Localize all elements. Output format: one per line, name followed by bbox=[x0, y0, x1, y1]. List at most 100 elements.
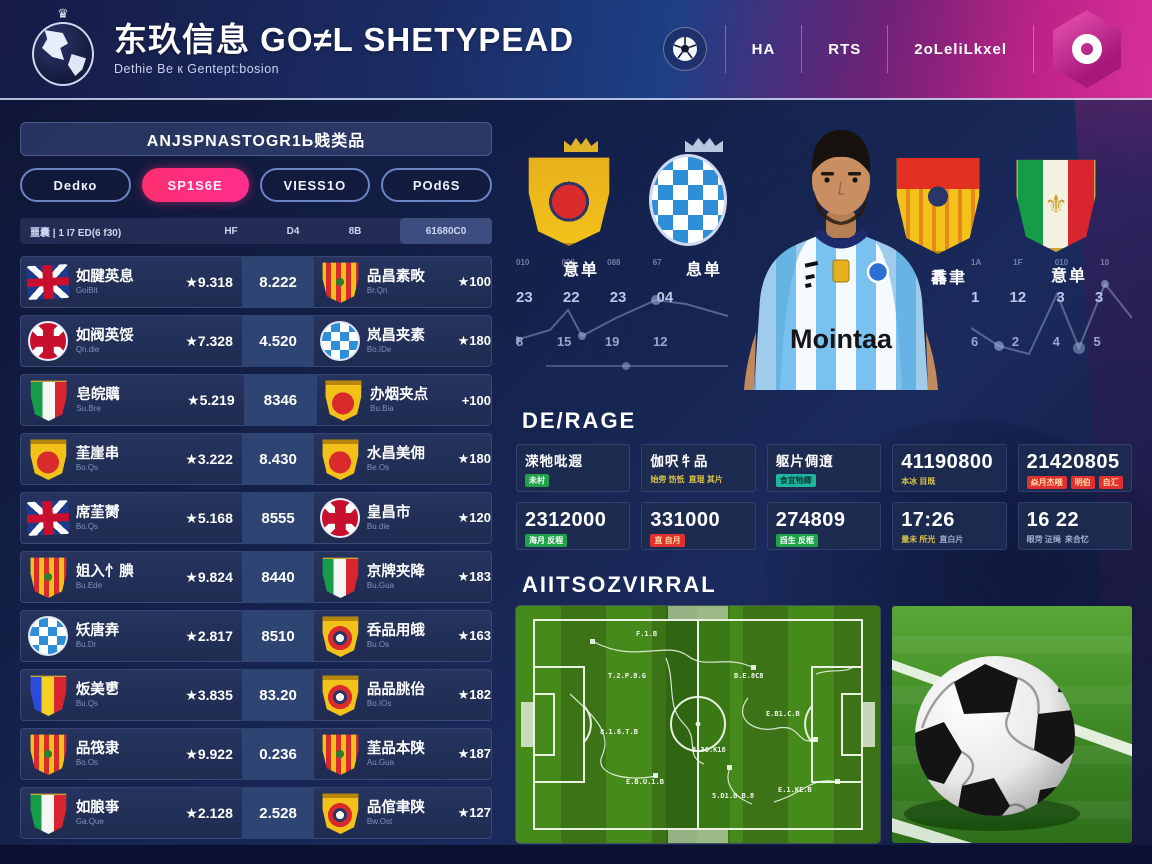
odds-secondary[interactable]: 8346 bbox=[244, 374, 317, 426]
soccer-ball-image bbox=[892, 606, 1132, 843]
odds-primary[interactable]: ★9.922 bbox=[185, 745, 233, 762]
stat-value: 2312000 bbox=[525, 509, 607, 531]
nav-item-1[interactable]: HA bbox=[726, 25, 803, 73]
away-team-sub: Bu.Bia bbox=[370, 403, 394, 413]
crown-shield-icon bbox=[325, 380, 362, 421]
stat-sub: 本冰 目既 bbox=[901, 477, 936, 486]
odds-secondary[interactable]: 8510 bbox=[242, 610, 314, 662]
crest-shield-icon: ⚜ bbox=[1016, 159, 1096, 252]
row-value[interactable]: ★180 bbox=[457, 333, 491, 348]
row-value[interactable]: ★163 bbox=[457, 628, 491, 643]
odds-primary[interactable]: ★3.222 bbox=[185, 450, 233, 467]
home-team-name: 姐入忄腆 bbox=[75, 564, 134, 581]
odds-secondary[interactable]: 8.222 bbox=[242, 256, 314, 308]
table-row-3[interactable]: 皂皖贎 Su.Bre ★5.219 8346 办烟夹点 Bu.Bia +100 bbox=[20, 374, 492, 426]
table-row-2[interactable]: 如阀英馁 Qn.die ★7.328 4.520 岚昌夹素 Bo.IDe ★18… bbox=[20, 315, 492, 367]
odds-primary[interactable]: ★7.328 bbox=[185, 332, 233, 349]
status-badge: 海月 反程 bbox=[525, 534, 568, 547]
row-value[interactable]: ★120 bbox=[457, 510, 491, 525]
odds-primary[interactable]: ★2.128 bbox=[185, 804, 233, 821]
uk-round-icon bbox=[28, 321, 69, 361]
table-row-6[interactable]: 姐入忄腆 Bu.Ede ★9.824 8440 京牌夹降 Bu.Gua ★183 bbox=[20, 551, 492, 603]
odds-secondary[interactable]: 4.520 bbox=[242, 315, 314, 367]
away-team-name: 品昌素畋 bbox=[366, 269, 425, 286]
stat-value: 21420805 bbox=[1026, 451, 1120, 473]
crest-card-1[interactable]: 意单 bbox=[526, 136, 636, 280]
table-row-7[interactable]: 矨唐弆 Bu.Dr ★2.817 8510 呑品用皒 Bu.Os ★163 bbox=[20, 610, 492, 662]
odds-primary[interactable]: ★2.817 bbox=[185, 627, 233, 644]
table-row-5[interactable]: 席茥膥 Bo.Qs ★5.168 8555 皇昌市 Bu.die ★120 bbox=[20, 492, 492, 544]
stat-sub: 量未 所光 bbox=[901, 535, 936, 544]
row-value[interactable]: ★100 bbox=[457, 274, 491, 289]
odds-secondary[interactable]: 8.430 bbox=[242, 433, 314, 485]
away-team-name: 品品朓佁 bbox=[366, 682, 425, 699]
tab-1[interactable]: Dedко bbox=[20, 168, 131, 202]
odds-primary[interactable]: ★3.835 bbox=[185, 686, 233, 703]
status-badge: 明伯 bbox=[1070, 476, 1095, 489]
stat-sub: 来合忆 bbox=[1064, 535, 1089, 544]
table-row-9[interactable]: 品筏隶 Bo.Os ★9.922 0.236 茥品本陕 Au.Gua ★187 bbox=[20, 728, 492, 780]
stat-sub: 直白片 bbox=[939, 535, 964, 544]
away-team-sub: Bu.Os bbox=[366, 639, 390, 649]
row-value[interactable]: ★187 bbox=[457, 746, 491, 761]
odds-secondary[interactable]: 2.528 bbox=[242, 787, 314, 839]
odds-primary[interactable]: ★5.168 bbox=[185, 509, 233, 526]
footer-bar bbox=[0, 845, 1152, 864]
away-team-name: 茥品本陕 bbox=[366, 741, 425, 758]
odds-secondary[interactable]: 8440 bbox=[242, 551, 314, 603]
crest-card-3[interactable]: 馫聿 bbox=[894, 136, 1004, 288]
odds-secondary[interactable]: 0.236 bbox=[242, 728, 314, 780]
table-header-right-value[interactable]: 61680C0 bbox=[400, 218, 492, 244]
table-row-8[interactable]: 炍美乶 Bu.Qs ★3.835 83.20 品品朓佁 Bo.IOs ★182 bbox=[20, 669, 492, 721]
pass-label: 8.1.6.T.B bbox=[600, 728, 638, 736]
home-team-sub: Bu.Ede bbox=[75, 580, 103, 590]
stat-value: 274809 bbox=[775, 509, 846, 531]
crest-label: 馫聿 bbox=[930, 270, 967, 287]
soccer-ball-button[interactable] bbox=[662, 27, 707, 71]
tab-3[interactable]: VIESS1O bbox=[259, 168, 371, 202]
odds-secondary[interactable]: 8555 bbox=[242, 492, 314, 544]
odds-primary[interactable]: ★5.219 bbox=[187, 391, 235, 408]
crown-circle-shield-icon bbox=[322, 616, 359, 657]
crest-shield-icon bbox=[528, 157, 610, 246]
stat-title: 伽呎牜品 bbox=[650, 454, 709, 469]
crest-check-icon bbox=[649, 154, 727, 246]
nav-item-2[interactable]: RTS bbox=[802, 25, 889, 73]
pass-label: 5.D1.B.B.8 bbox=[712, 792, 754, 800]
nav-item-3[interactable]: 2oLeliLkxel bbox=[914, 40, 1007, 58]
stat-sub: 直琨 其片 bbox=[688, 475, 723, 484]
crown-circle-shield-icon bbox=[322, 793, 359, 834]
row-value[interactable]: +100 bbox=[461, 392, 491, 408]
tab-2-active[interactable]: SP1S6E bbox=[141, 168, 249, 202]
tab-4[interactable]: POd6S bbox=[381, 168, 492, 202]
stat-title: 躯片倜逳 bbox=[775, 454, 834, 469]
hexagon-brand-button[interactable] bbox=[1052, 10, 1122, 88]
home-team-name: 品筏隶 bbox=[75, 741, 120, 758]
italy-shield-icon bbox=[30, 793, 67, 834]
crest-card-2[interactable]: 息单 bbox=[649, 136, 759, 280]
stat-box: 17:26 量未 所光 直白片 bbox=[892, 502, 1007, 550]
table-header: 噩囊 | 1 I7 ED(6 f30) HF D4 8B 61680C0 bbox=[20, 218, 492, 244]
home-team-name: 皂皖贎 bbox=[76, 387, 120, 404]
sparkline-left: 010 093 088 67 23 22 23 04 8 15 19 12 bbox=[516, 258, 728, 378]
crest-label: 息单 bbox=[685, 262, 722, 279]
away-team-name: 皇昌市 bbox=[366, 505, 411, 522]
table-row-1[interactable]: 如腱英息 GoiBit ★9.318 8.222 品昌素畋 Br.Qn ★100 bbox=[20, 256, 492, 308]
table-row-4[interactable]: 茥崖串 Bo.Qs ★3.222 8.430 水昌美佣 Be.Os ★180 bbox=[20, 433, 492, 485]
pass-label: B.E.8C8 bbox=[734, 672, 764, 680]
uk-round-icon bbox=[320, 498, 361, 538]
odds-primary[interactable]: ★9.824 bbox=[185, 568, 233, 585]
match-rows: 如腱英息 GoiBit ★9.318 8.222 品昌素畋 Br.Qn ★100… bbox=[20, 256, 492, 839]
row-value[interactable]: ★180 bbox=[457, 451, 491, 466]
odds-primary[interactable]: ★9.318 bbox=[185, 273, 233, 290]
away-team-sub: Be.Os bbox=[366, 462, 390, 472]
crest-card-4[interactable]: ⚜ 意单 bbox=[1014, 136, 1124, 286]
row-value[interactable]: ★127 bbox=[457, 805, 491, 820]
odds-secondary[interactable]: 83.20 bbox=[242, 669, 314, 721]
page-subtitle: Dethie Be к Gentept:bosion bbox=[114, 61, 280, 76]
pass-label: E.B1.C.B bbox=[766, 710, 800, 718]
row-value[interactable]: ★183 bbox=[457, 569, 491, 584]
table-row-10[interactable]: 如朖亊 Ga.Que ★2.128 2.528 品倌聿陕 Bw.Ost ★127 bbox=[20, 787, 492, 839]
home-team-sub: GoiBit bbox=[75, 285, 98, 295]
row-value[interactable]: ★182 bbox=[457, 687, 491, 702]
